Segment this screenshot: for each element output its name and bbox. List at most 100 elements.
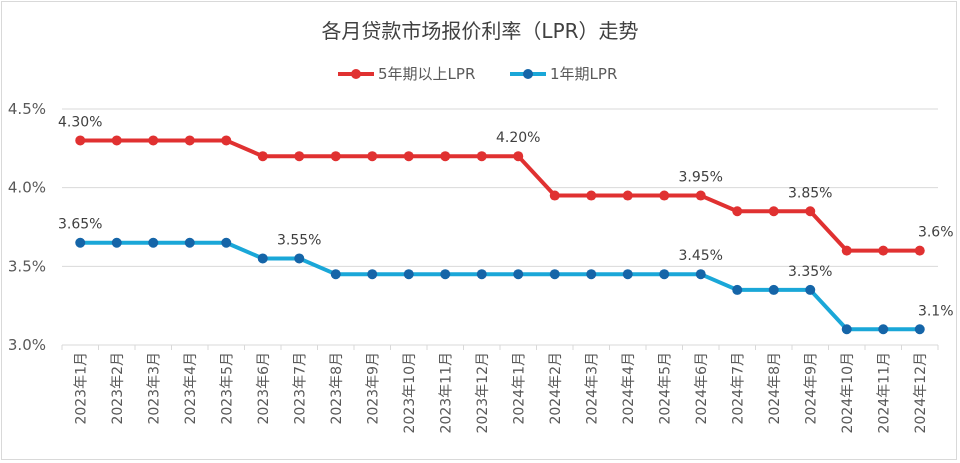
x-tick-label: 2024年7月 [730, 352, 746, 425]
x-tick-label: 2024年4月 [621, 352, 637, 425]
series-1-data-label: 3.45% [679, 248, 723, 264]
series-0-point [622, 190, 633, 201]
series-1-point [805, 284, 816, 295]
series-0-point [294, 151, 305, 162]
y-axis: 3.0% 3.5% 4.0% 4.5% [8, 100, 46, 354]
series-1-point [622, 269, 633, 280]
y-tick-label: 4.5% [8, 100, 46, 118]
chart-title: 各月贷款市场报价利率（LPR）走势 [321, 19, 638, 43]
legend-5yr-label: 5年期以上LPR [378, 65, 475, 83]
x-tick-label: 2024年1月 [511, 352, 527, 425]
series-0-point [184, 135, 195, 146]
series-0-point [914, 245, 925, 256]
legend-1yr-label: 1年期LPR [550, 65, 617, 83]
series-1-point [221, 237, 232, 248]
x-tick-label: 2024年5月 [657, 352, 673, 425]
x-tick-label: 2023年3月 [146, 352, 162, 425]
x-tick-label: 2024年10月 [840, 352, 856, 433]
series-1-data-label: 3.35% [788, 264, 832, 280]
series-0-point [476, 151, 487, 162]
series-1-data-label: 3.1% [918, 303, 954, 319]
x-tick-label: 2024年3月 [584, 352, 600, 425]
series-1-point [75, 237, 86, 248]
series-1-point [732, 284, 743, 295]
series-1-data-label: 3.65% [58, 217, 102, 233]
x-tick-label: 2023年1月 [73, 352, 89, 425]
series-0-point [841, 245, 852, 256]
x-tick-label: 2024年2月 [548, 352, 564, 425]
legend-item-1yr: 1年期LPR [510, 65, 617, 83]
y-tick-label: 3.5% [8, 257, 46, 275]
series-0-point [768, 206, 779, 217]
series-1-point [914, 324, 925, 335]
series-line-1 [80, 240, 920, 332]
series-0-point [513, 151, 524, 162]
series-0-point [403, 151, 414, 162]
x-axis: 2023年1月 2023年2月 2023年3月 2023年4月 2023年5月 2023年… [61, 345, 939, 433]
x-tick-label: 2023年4月 [183, 352, 199, 425]
series-0-point [878, 245, 889, 256]
series-1-point [476, 269, 487, 280]
series-0-data-label: 3.85% [788, 185, 832, 201]
series-0-point [367, 151, 378, 162]
series-1-point [659, 269, 670, 280]
series-0-point [257, 151, 268, 162]
series-1-point [111, 237, 122, 248]
legend-5yr-swatch-marker [351, 69, 361, 79]
legend-item-5yr: 5年期以上LPR [338, 65, 475, 83]
x-tick-label: 2024年11月 [876, 352, 892, 433]
series-0-point [659, 190, 670, 201]
series-0-point [732, 206, 743, 217]
series-0-point [111, 135, 122, 146]
x-tick-label: 2023年12月 [475, 352, 491, 433]
data-labels: 4.30% 4.20% 3.95% 3.85% 3.6% 3.65% 3.55% 3.45% 3… [58, 114, 954, 319]
series-0-data-label: 4.30% [58, 114, 102, 130]
x-tick-label: 2024年8月 [767, 352, 783, 425]
series-1-point [695, 269, 706, 280]
series-0-point [586, 190, 597, 201]
series-layer [75, 135, 925, 335]
series-0-point [695, 190, 706, 201]
x-tick-label: 2023年9月 [365, 352, 381, 425]
series-1-point [257, 253, 268, 264]
y-tick-label: 4.0% [8, 179, 46, 197]
x-tick-label: 2023年7月 [292, 352, 308, 425]
series-1-point [440, 269, 451, 280]
x-tick-label: 2023年11月 [438, 352, 454, 433]
series-1-point [294, 253, 305, 264]
x-tick-label: 2023年10月 [402, 352, 418, 433]
series-1-point [184, 237, 195, 248]
series-1-data-label: 3.55% [277, 232, 321, 248]
series-0-point [440, 151, 451, 162]
x-tick-label: 2024年9月 [803, 352, 819, 425]
series-0-data-label: 3.95% [679, 170, 723, 186]
series-0-point [148, 135, 159, 146]
series-line-0 [80, 138, 920, 253]
series-1-point [330, 269, 341, 280]
y-tick-label: 3.0% [8, 336, 46, 354]
series-1-point [403, 269, 414, 280]
x-tick-label: 2024年6月 [694, 352, 710, 425]
series-0-point [221, 135, 232, 146]
series-0-point [549, 190, 560, 201]
series-1-point [586, 269, 597, 280]
legend-1yr-swatch-marker [523, 69, 533, 79]
series-1-point [878, 324, 889, 335]
series-1-point [513, 269, 524, 280]
x-tick-label: 2023年6月 [256, 352, 272, 425]
x-tick-label: 2023年8月 [329, 352, 345, 425]
legend: 5年期以上LPR 1年期LPR [338, 65, 617, 83]
series-0-data-label: 4.20% [496, 130, 540, 146]
x-tick-label: 2023年2月 [110, 352, 126, 425]
series-0-point [330, 151, 341, 162]
series-0-data-label: 3.6% [918, 225, 954, 241]
x-tick-label: 2024年12月 [913, 352, 929, 433]
series-1-point [768, 284, 779, 295]
series-1-point [148, 237, 159, 248]
series-0-point [75, 135, 86, 146]
series-1-point [367, 269, 378, 280]
series-1-point [549, 269, 560, 280]
x-tick-label: 2023年5月 [219, 352, 235, 425]
